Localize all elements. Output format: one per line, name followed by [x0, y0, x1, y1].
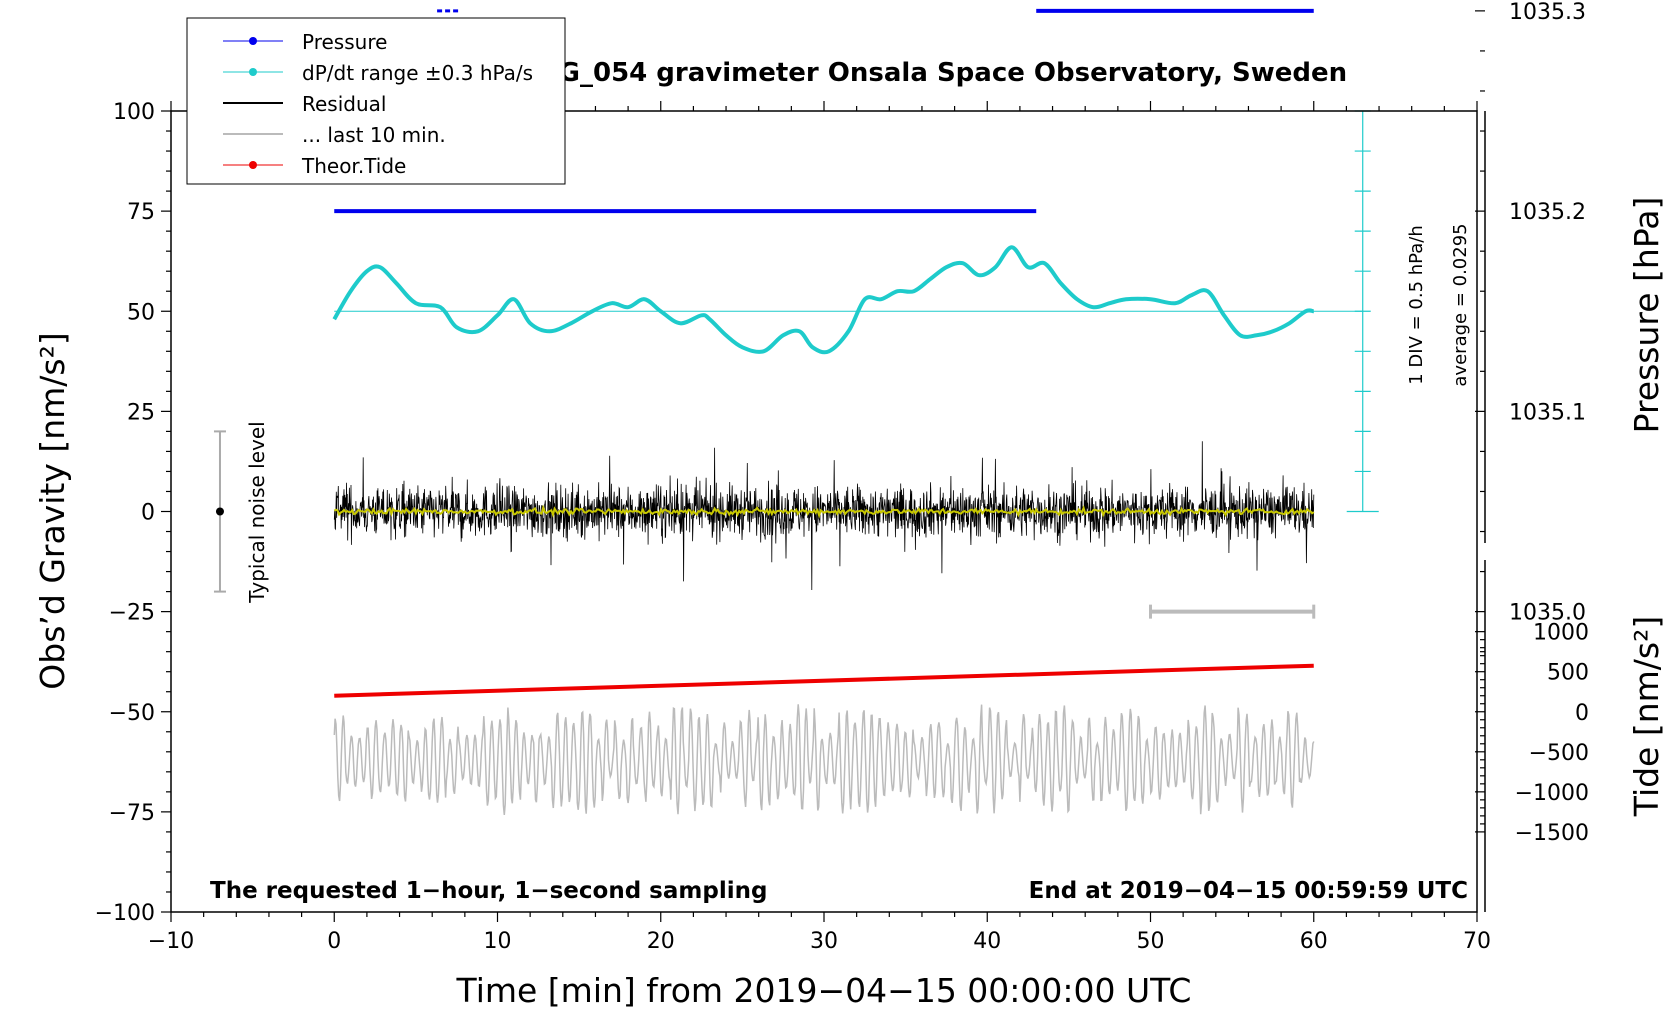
- y-tick-label: −25: [109, 601, 155, 626]
- series-layer: [213, 8, 1379, 815]
- x-tick-label: −10: [148, 929, 194, 954]
- legend-tide-label: Theor.Tide: [301, 154, 406, 178]
- dpdt-curve: [332, 245, 1315, 355]
- y-tick-label: 0: [141, 501, 155, 526]
- annotation-sampling: The requested 1−hour, 1−second sampling: [210, 878, 767, 904]
- chart-title: SCG_054 gravimeter Onsala Space Observat…: [521, 58, 1347, 88]
- annotation-div-scale: 1 DIV = 0.5 hPa/h: [1406, 225, 1427, 385]
- annotation-end-time: End at 2019−04−15 00:59:59 UTC: [1029, 878, 1468, 904]
- legend-dpdt-marker: [249, 68, 257, 76]
- legend-pressure-label: Pressure: [302, 30, 387, 54]
- y-tick-label: 75: [127, 200, 155, 225]
- y-axis-label-pressure: Pressure [hPa]: [1627, 197, 1666, 434]
- y-tick-label: −100: [95, 901, 155, 926]
- tide-tick-label: 500: [1547, 661, 1589, 686]
- legend-box: [186, 17, 566, 185]
- x-tick-label: 10: [484, 929, 512, 954]
- legend: Pressure dP/dt range ±0.3 hPa/s Residual…: [186, 17, 566, 185]
- y-axis-label-gravity: Obs’d Gravity [nm/s²]: [33, 332, 72, 689]
- tide-line: [334, 663, 1314, 698]
- legend-dpdt-label: dP/dt range ±0.3 hPa/s: [302, 61, 533, 85]
- noise-bar-center: [215, 507, 224, 516]
- x-tick-label: 20: [647, 929, 675, 954]
- legend-tide-marker: [249, 161, 257, 169]
- plot-frame: [170, 110, 1478, 913]
- y-tick-label: 25: [127, 400, 155, 425]
- pressure-tick-label: 1035.3: [1509, 0, 1586, 25]
- tide-tick-label: 0: [1575, 701, 1589, 726]
- last10-trace: [333, 704, 1315, 815]
- x-tick-label: 40: [973, 929, 1001, 954]
- residual-mean-trace: [333, 504, 1315, 519]
- legend-residual-label: Residual: [302, 92, 386, 116]
- tide-tick-label: −1000: [1515, 781, 1589, 806]
- residual-trace: [333, 441, 1315, 591]
- tide-tick-label: −500: [1529, 741, 1589, 766]
- annotation-average: average = 0.0295: [1450, 223, 1471, 386]
- y-axis-label-tide: Tide [nm/s²]: [1627, 616, 1666, 817]
- y-tick-label: −50: [109, 701, 155, 726]
- x-tick-label: 50: [1137, 929, 1165, 954]
- x-tick-label: 60: [1300, 929, 1328, 954]
- y-tick-label: −75: [109, 801, 155, 826]
- tide-tick-label: 1000: [1533, 621, 1589, 646]
- x-tick-label: 30: [810, 929, 838, 954]
- pressure-tick-label: 1035.1: [1509, 400, 1586, 425]
- x-tick-label: 0: [327, 929, 341, 954]
- tide-tick-label: −1500: [1515, 821, 1589, 846]
- pressure-tick-label: 1035.0: [1509, 601, 1586, 626]
- x-tick-label: 70: [1463, 929, 1491, 954]
- x-axis-label: Time [min] from 2019−04−15 00:00:00 UTC: [456, 971, 1192, 1010]
- y-tick-label: 100: [113, 100, 155, 125]
- y-tick-label: 50: [127, 300, 155, 325]
- annotation-noise-level: Typical noise level: [245, 421, 269, 603]
- pressure-tick-label: 1035.2: [1509, 200, 1586, 225]
- legend-last10-label: ... last 10 min.: [302, 123, 446, 147]
- tick-layer: −10 0 10 20 30 40 50 60 701007550250−25−50−75−10…: [95, 0, 1589, 954]
- legend-pressure-marker: [249, 37, 257, 45]
